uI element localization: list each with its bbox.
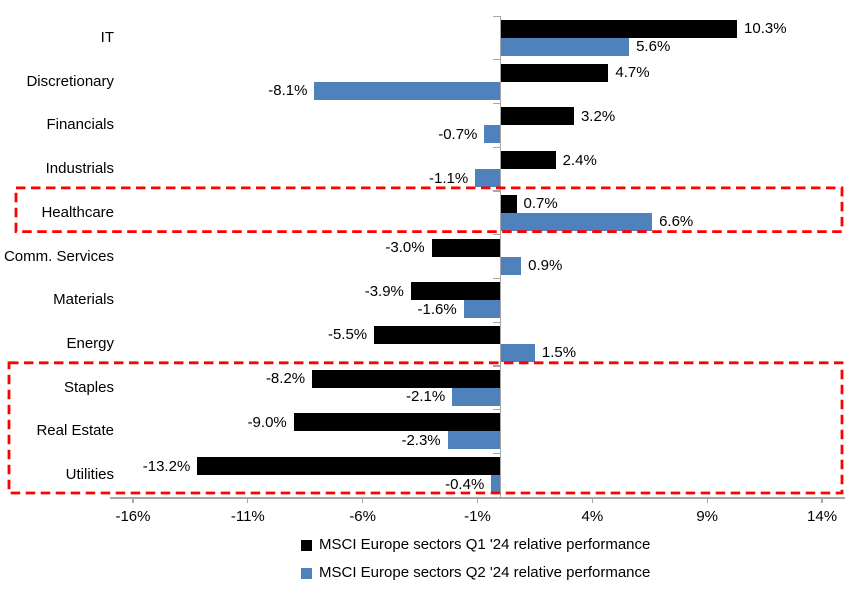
bar-q1-utilities xyxy=(197,457,501,476)
bar-q1-healthcare xyxy=(500,194,517,213)
category-tick-mark xyxy=(493,102,501,105)
x-tick-mark xyxy=(476,497,479,503)
bar-value-label: 1.5% xyxy=(541,344,577,362)
bar-q2-discretionary xyxy=(314,81,501,100)
bar-q2-healthcare xyxy=(500,212,653,231)
x-axis-tick-label: 9% xyxy=(696,508,719,525)
category-label: Financials xyxy=(46,116,114,134)
bar-value-label: -1.1% xyxy=(429,169,469,187)
bar-value-label: 0.9% xyxy=(528,257,563,275)
bar-q2-energy xyxy=(500,343,535,362)
q1-series-marker-icon xyxy=(301,539,312,551)
x-axis-tick-label: -1% xyxy=(464,508,491,525)
bar-value-label: -1.6% xyxy=(417,300,457,318)
bar-q2-staples xyxy=(452,387,501,406)
category-label: Comm. Services xyxy=(3,247,114,265)
bar-value-label: -0.4% xyxy=(445,475,485,493)
bar-value-label: 4.7% xyxy=(615,64,650,82)
bar-value-label: -5.5% xyxy=(327,326,368,344)
bar-q1-financials xyxy=(500,107,574,126)
bar-value-label: -8.2% xyxy=(265,370,306,388)
x-tick-mark xyxy=(247,497,249,503)
category-label: IT xyxy=(100,28,114,46)
category-label: Real Estate xyxy=(36,422,114,440)
bar-value-label: -3.9% xyxy=(364,282,404,300)
category-label: Energy xyxy=(66,334,114,352)
category-label: Industrials xyxy=(45,160,114,178)
category-tick-mark xyxy=(493,321,501,323)
bar-value-label: -13.2% xyxy=(142,457,191,475)
x-tick-mark xyxy=(821,497,823,503)
bar-value-label: -9.0% xyxy=(247,413,287,431)
bar-value-label: 2.4% xyxy=(562,151,597,169)
bar-q1-discretionary xyxy=(500,63,609,82)
bar-value-label: 3.2% xyxy=(580,107,616,125)
q2-series-marker-icon xyxy=(301,567,312,579)
bar-value-label: -8.1% xyxy=(268,82,308,100)
legend-item-q2: MSCI Europe sectors Q2 '24 relative perf… xyxy=(301,564,650,582)
bar-q1-industrials xyxy=(500,151,556,170)
bar-q1-comm-services xyxy=(431,238,501,257)
x-axis-tick-label: 4% xyxy=(581,508,604,525)
bar-q2-it xyxy=(500,37,630,56)
bar-q2-real-estate xyxy=(447,431,501,450)
category-label: Materials xyxy=(53,291,114,309)
bar-value-label: 6.6% xyxy=(659,213,694,231)
highlight-box xyxy=(14,186,844,233)
category-tick-mark xyxy=(493,59,501,61)
bar-value-label: -0.7% xyxy=(438,125,478,143)
x-tick-mark xyxy=(706,497,708,503)
category-tick-mark xyxy=(493,15,501,17)
bar-value-label: -2.3% xyxy=(401,431,441,449)
x-axis-tick-label: 14% xyxy=(807,508,838,525)
bar-q1-energy xyxy=(374,325,501,344)
bar-q2-industrials xyxy=(475,169,501,188)
bar-q2-materials xyxy=(463,300,501,319)
x-axis-tick-label: -16% xyxy=(115,508,151,525)
category-tick-mark xyxy=(493,234,501,236)
bar-value-label: 5.6% xyxy=(636,38,671,56)
bar-q1-materials xyxy=(410,282,501,301)
legend: MSCI Europe sectors Q1 '24 relative perf… xyxy=(301,536,650,582)
x-tick-mark xyxy=(132,497,134,503)
x-axis-tick-label: -6% xyxy=(349,508,376,525)
bar-value-label: 0.7% xyxy=(523,195,558,213)
x-axis-line xyxy=(110,497,845,499)
bar-value-label: -2.1% xyxy=(406,388,446,406)
category-label: Staples xyxy=(63,378,114,396)
bar-q1-real-estate xyxy=(293,413,501,432)
zero-baseline xyxy=(499,16,502,497)
legend-label-q1: MSCI Europe sectors Q1 '24 relative perf… xyxy=(319,536,651,553)
bar-q2-comm-services xyxy=(500,256,522,275)
bar-q2-financials xyxy=(484,125,501,144)
x-tick-mark xyxy=(591,497,593,503)
bar-value-label: -3.0% xyxy=(385,239,425,257)
bar-q1-it xyxy=(500,19,738,38)
category-label: Utilities xyxy=(65,466,114,484)
legend-label-q2: MSCI Europe sectors Q2 '24 relative perf… xyxy=(319,564,651,581)
category-tick-mark xyxy=(493,277,501,280)
bar-value-label: 10.3% xyxy=(744,20,787,38)
legend-item-q1: MSCI Europe sectors Q1 '24 relative perf… xyxy=(301,536,650,554)
category-tick-mark xyxy=(493,146,501,148)
category-label: Healthcare xyxy=(41,203,114,221)
bar-q1-staples xyxy=(312,369,501,388)
x-tick-mark xyxy=(362,497,364,503)
x-axis-tick-label: -11% xyxy=(230,508,265,525)
category-label: Discretionary xyxy=(26,72,114,90)
